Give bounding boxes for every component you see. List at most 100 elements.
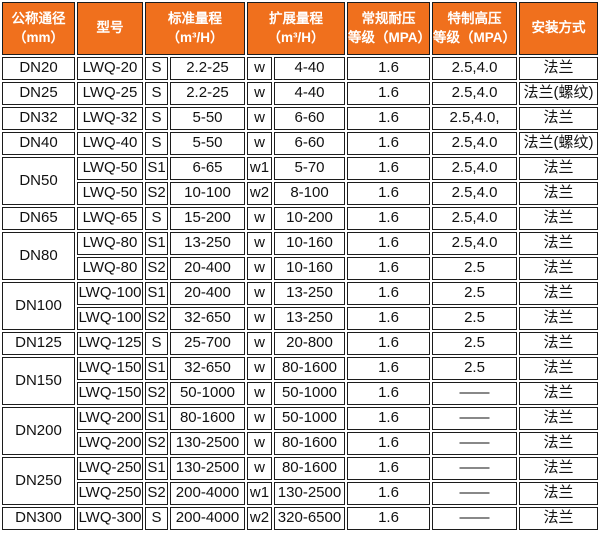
table-row: DN32 LWQ-32 S 5-50 w 6-60 1.6 2.5,4.0, 法… xyxy=(2,107,598,130)
cell-std-range: 2.2-25 xyxy=(170,82,245,105)
cell-normal-pressure: 1.6 xyxy=(347,482,430,505)
cell-ext-range: 10-160 xyxy=(274,257,345,280)
cell-ext-range: 320-6500 xyxy=(274,507,345,530)
cell-normal-pressure: 1.6 xyxy=(347,507,430,530)
cell-ext-range: 50-1000 xyxy=(274,382,345,405)
cell-ext-code: w xyxy=(247,282,272,305)
cell-std-code: S xyxy=(145,57,168,80)
cell-normal-pressure: 1.6 xyxy=(347,282,430,305)
cell-normal-pressure: 1.6 xyxy=(347,232,430,255)
cell-install: 法兰 xyxy=(519,57,598,80)
cell-high-pressure: 2.5 xyxy=(432,332,517,355)
cell-ext-code: w xyxy=(247,307,272,330)
table-row: DN300 LWQ-300 S 200-4000 w2 320-6500 1.6… xyxy=(2,507,598,530)
cell-high-pressure: 2.5,4.0 xyxy=(432,132,517,155)
cell-std-code: S2 xyxy=(145,482,168,505)
cell-std-code: S xyxy=(145,507,168,530)
cell-install: 法兰(螺纹) xyxy=(519,82,598,105)
cell-std-range: 130-2500 xyxy=(170,432,245,455)
cell-install: 法兰 xyxy=(519,507,598,530)
cell-ext-code: w xyxy=(247,332,272,355)
cell-ext-code: w2 xyxy=(247,182,272,205)
cell-install: 法兰 xyxy=(519,457,598,480)
table-row: LWQ-50 S2 10-100 w2 8-100 1.6 2.5,4.0 法兰 xyxy=(2,182,598,205)
cell-ext-code: w xyxy=(247,382,272,405)
table-row: LWQ-80 S2 20-400 w 10-160 1.6 2.5 法兰 xyxy=(2,257,598,280)
cell-std-code: S1 xyxy=(145,157,168,180)
cell-std-range: 50-1000 xyxy=(170,382,245,405)
cell-high-pressure: 2.5 xyxy=(432,257,517,280)
cell-high-pressure: —— xyxy=(432,507,517,530)
cell-ext-range: 6-60 xyxy=(274,132,345,155)
table-row: LWQ-150 S2 50-1000 w 50-1000 1.6 —— 法兰 xyxy=(2,382,598,405)
cell-ext-range: 50-1000 xyxy=(274,407,345,430)
cell-std-range: 5-50 xyxy=(170,107,245,130)
table-row: DN65 LWQ-65 S 15-200 w 10-200 1.6 2.5,4.… xyxy=(2,207,598,230)
cell-high-pressure: —— xyxy=(432,407,517,430)
cell-ext-code: w xyxy=(247,357,272,380)
cell-high-pressure: 2.5,4.0 xyxy=(432,157,517,180)
cell-install: 法兰 xyxy=(519,332,598,355)
cell-ext-code: w1 xyxy=(247,157,272,180)
cell-std-code: S1 xyxy=(145,357,168,380)
table-row: DN80 LWQ-80 S1 13-250 w 10-160 1.6 2.5,4… xyxy=(2,232,598,280)
cell-normal-pressure: 1.6 xyxy=(347,382,430,405)
cell-install: 法兰 xyxy=(519,207,598,230)
cell-std-code: S2 xyxy=(145,257,168,280)
table-row: LWQ-100 S2 32-650 w 13-250 1.6 2.5 法兰 xyxy=(2,307,598,330)
cell-install: 法兰 xyxy=(519,107,598,130)
cell-dn: DN65 xyxy=(2,207,75,230)
table-row: DN40 LWQ-40 S 5-50 w 6-60 1.6 2.5,4.0 法兰… xyxy=(2,132,598,155)
cell-install: 法兰 xyxy=(519,257,598,280)
cell-model: LWQ-200 xyxy=(77,407,143,430)
header-nominal-diameter: 公称通径 （mm） xyxy=(2,2,75,55)
cell-normal-pressure: 1.6 xyxy=(347,82,430,105)
cell-ext-range: 6-60 xyxy=(274,107,345,130)
cell-model: LWQ-40 xyxy=(77,132,143,155)
cell-ext-range: 10-200 xyxy=(274,207,345,230)
cell-ext-range: 80-1600 xyxy=(274,457,345,480)
cell-ext-code: w xyxy=(247,207,272,230)
cell-ext-range: 10-160 xyxy=(274,232,345,255)
cell-std-code: S1 xyxy=(145,457,168,480)
cell-dn: DN50 xyxy=(2,157,75,205)
cell-std-code: S xyxy=(145,107,168,130)
cell-std-range: 13-250 xyxy=(170,232,245,255)
cell-dn: DN300 xyxy=(2,507,75,530)
table-row: DN25 LWQ-25 S 2.2-25 w 4-40 1.6 2.5,4.0 … xyxy=(2,82,598,105)
cell-high-pressure: 2.5,4.0 xyxy=(432,82,517,105)
cell-normal-pressure: 1.6 xyxy=(347,257,430,280)
cell-dn: DN40 xyxy=(2,132,75,155)
cell-ext-code: w xyxy=(247,257,272,280)
cell-dn: DN250 xyxy=(2,457,75,505)
cell-install: 法兰 xyxy=(519,382,598,405)
cell-dn: DN125 xyxy=(2,332,75,355)
cell-std-code: S1 xyxy=(145,282,168,305)
cell-dn: DN100 xyxy=(2,282,75,330)
cell-ext-range: 80-1600 xyxy=(274,432,345,455)
table-row: DN125 LWQ-125 S 25-700 w 20-800 1.6 2.5 … xyxy=(2,332,598,355)
cell-model: LWQ-80 xyxy=(77,232,143,255)
header-high-pressure: 特制高压 等级（MPA） xyxy=(432,2,517,55)
cell-normal-pressure: 1.6 xyxy=(347,182,430,205)
cell-normal-pressure: 1.6 xyxy=(347,107,430,130)
table-body: DN20 LWQ-20 S 2.2-25 w 4-40 1.6 2.5,4.0 … xyxy=(2,57,598,530)
cell-std-code: S2 xyxy=(145,432,168,455)
cell-std-code: S2 xyxy=(145,182,168,205)
cell-std-range: 25-700 xyxy=(170,332,245,355)
cell-high-pressure: —— xyxy=(432,482,517,505)
cell-ext-code: w xyxy=(247,57,272,80)
header-extended-range: 扩展量程 （m³/H） xyxy=(247,2,345,55)
cell-install: 法兰(螺纹) xyxy=(519,132,598,155)
cell-model: LWQ-80 xyxy=(77,257,143,280)
cell-std-range: 6-65 xyxy=(170,157,245,180)
cell-model: LWQ-125 xyxy=(77,332,143,355)
cell-std-range: 200-4000 xyxy=(170,507,245,530)
cell-std-range: 80-1600 xyxy=(170,407,245,430)
cell-model: LWQ-50 xyxy=(77,157,143,180)
cell-normal-pressure: 1.6 xyxy=(347,332,430,355)
cell-normal-pressure: 1.6 xyxy=(347,157,430,180)
table-header: 公称通径 （mm） 型号 标准量程 （m³/H） 扩展量程 （m³/H） 常规耐压 等级… xyxy=(2,2,598,55)
cell-ext-range: 13-250 xyxy=(274,307,345,330)
